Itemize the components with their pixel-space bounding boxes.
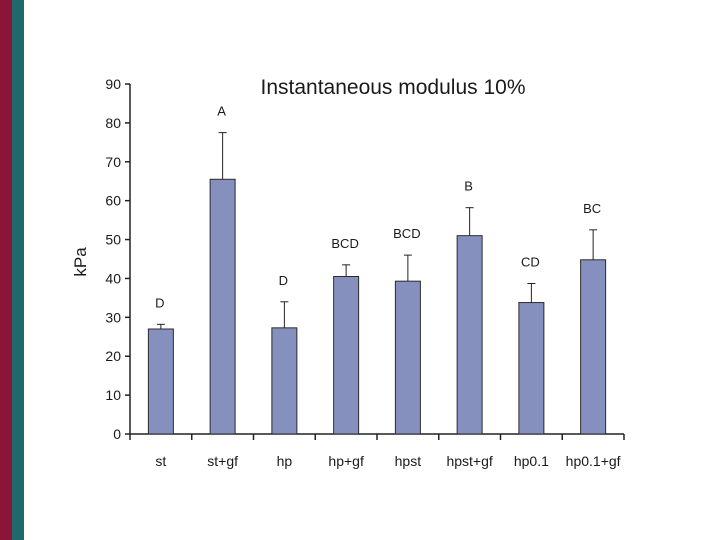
x-tick-label: hp0.1+gf — [566, 453, 621, 469]
y-tick-label: 30 — [105, 309, 121, 325]
x-tick-label: hp+gf — [328, 453, 364, 469]
bar — [518, 302, 545, 435]
y-tick-label: 20 — [105, 348, 121, 364]
x-tick-label: hp — [277, 453, 293, 469]
bar — [333, 276, 360, 435]
y-tick-label: 70 — [105, 154, 121, 170]
y-axis-label: kPa — [71, 247, 90, 277]
left-stripe-red — [0, 0, 12, 540]
bar — [209, 178, 236, 435]
significance-label: A — [217, 104, 226, 119]
x-tick-label: st+gf — [207, 453, 238, 469]
significance-label: D — [155, 295, 164, 310]
x-tick-label: hpst+gf — [446, 453, 492, 469]
bar — [147, 328, 174, 435]
axes — [125, 83, 625, 440]
significance-label: B — [464, 179, 473, 194]
y-tick-label: 10 — [105, 387, 121, 403]
significance-label: BC — [583, 201, 601, 216]
left-stripe-teal — [12, 0, 24, 540]
significance-label: BCD — [331, 236, 358, 251]
significance-label: BCD — [393, 226, 420, 241]
bar — [271, 327, 298, 435]
chart-title: Instantaneous modulus 10% — [260, 76, 525, 99]
bar — [580, 259, 607, 435]
x-tick-label: hpst — [395, 453, 422, 469]
y-tick-label: 50 — [105, 232, 121, 248]
y-tick-label: 40 — [105, 270, 121, 286]
significance-label: D — [279, 273, 288, 288]
labels: 0102030405060708090DstAst+gfDhpBCDhp+gfB… — [105, 76, 620, 469]
y-tick-label: 0 — [113, 426, 121, 442]
y-tick-label: 80 — [105, 115, 121, 131]
bar — [456, 235, 483, 435]
significance-label: CD — [521, 255, 540, 270]
y-tick-label: 90 — [105, 76, 121, 92]
bar — [394, 280, 421, 435]
y-tick-label: 60 — [105, 193, 121, 209]
x-tick-label: hp0.1 — [514, 453, 549, 469]
x-tick-label: st — [155, 453, 166, 469]
bars — [147, 132, 607, 435]
